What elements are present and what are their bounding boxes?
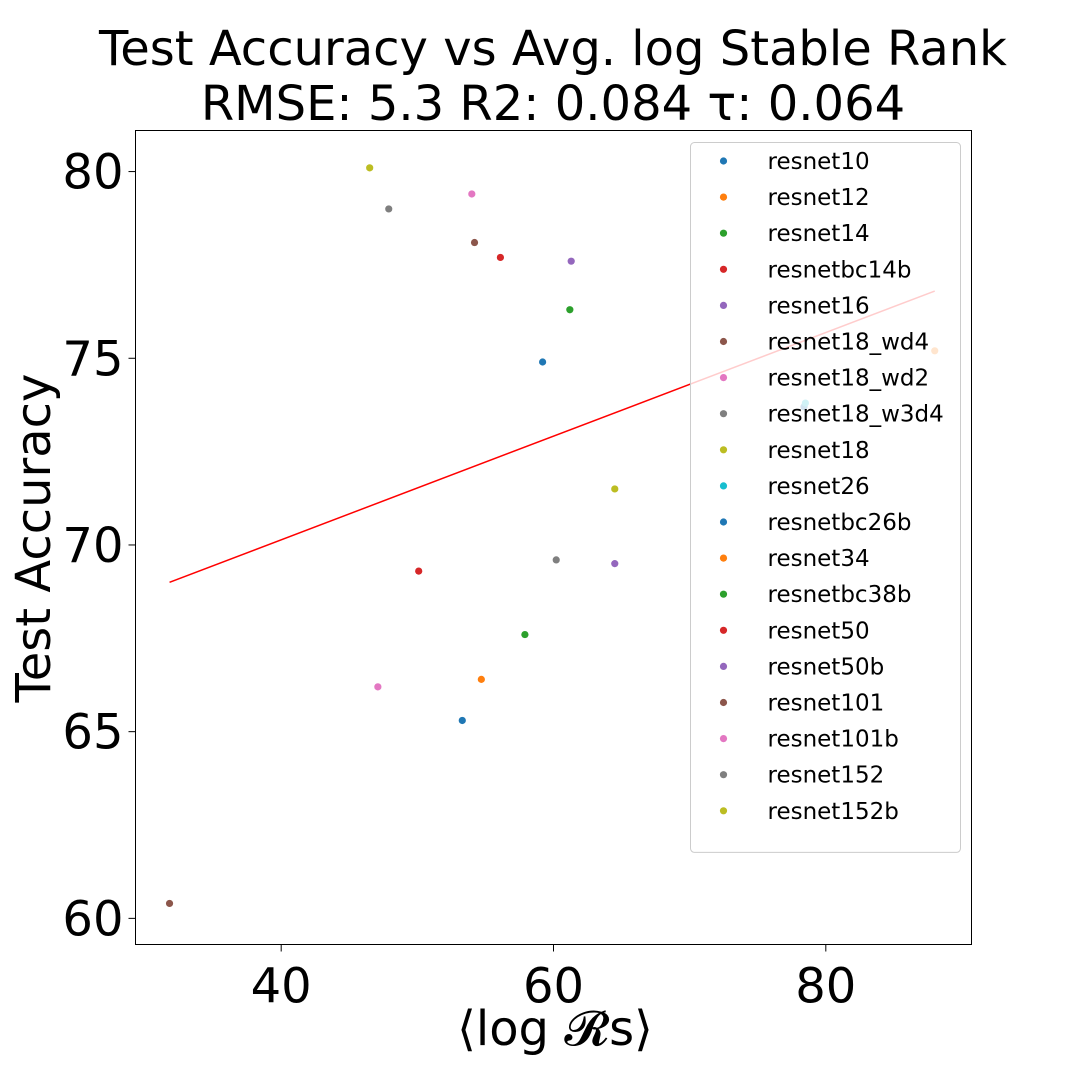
legend-label-resnet12: resnet12 — [768, 185, 870, 211]
point-resnetbc26b-2 — [458, 716, 466, 725]
point-resnet18 — [366, 164, 374, 172]
y-tick-label: 65 — [62, 705, 123, 761]
legend-marker-resnet152b — [719, 807, 728, 815]
legend-label-resnetbc38b: resnetbc38b — [768, 582, 912, 608]
y-tick-label: 75 — [62, 331, 123, 387]
x-axis: 40 60 80 — [251, 944, 856, 1015]
legend-marker-resnet50 — [719, 626, 728, 634]
point-resnetbc26b-1 — [539, 358, 547, 366]
legend-label-resnet152b: resnet152b — [768, 799, 899, 825]
legend-box — [690, 142, 961, 853]
chart-subtitle: RMSE: 5.3 R2: 0.084 τ: 0.064 — [201, 76, 905, 132]
y-tick-label: 60 — [62, 891, 123, 947]
legend-label-resnet34: resnet34 — [768, 546, 870, 572]
legend-marker-resnet101 — [719, 698, 728, 707]
point-resnet18_wd4 — [470, 238, 479, 247]
point-resnetbc14b — [496, 253, 504, 262]
legend-label-resnet101b: resnet101b — [768, 727, 899, 753]
legend-label-resnet50: resnet50 — [768, 618, 870, 644]
legend-label-resnet18_wd2: resnet18_wd2 — [768, 366, 930, 392]
x-tick-label: 80 — [795, 959, 856, 1015]
legend-label-resnet26: resnet26 — [768, 474, 870, 500]
legend-marker-resnet34 — [719, 554, 728, 562]
legend-label-resnet50b: resnet50b — [768, 654, 885, 680]
legend-label-resnet10: resnet10 — [768, 149, 870, 175]
legend-marker-resnet18_wd2 — [719, 374, 728, 382]
y-tick-label: 70 — [62, 518, 123, 574]
y-axis-label: Test Accuracy — [6, 374, 62, 704]
legend-marker-resnet16 — [719, 301, 728, 309]
legend-label-resnet14: resnet14 — [768, 221, 870, 247]
point-resnetbc38b — [521, 630, 529, 639]
point-resnet152b — [611, 485, 619, 493]
legend-label-resnetbc14b: resnetbc14b — [768, 257, 912, 283]
legend-marker-resnet18_w3d4 — [719, 410, 728, 418]
legend-label-resnet152: resnet152 — [768, 763, 885, 789]
legend-marker-resnetbc26b — [719, 518, 728, 526]
point-resnet34 — [477, 675, 485, 683]
legend-label-resnet18_w3d4: resnet18_w3d4 — [768, 402, 944, 428]
legend-marker-resnet18_wd4 — [719, 337, 728, 346]
legend-marker-resnetbc38b — [719, 590, 728, 598]
legend-marker-resnet152 — [719, 771, 728, 779]
legend-label-resnetbc26b: resnetbc26b — [768, 510, 912, 536]
y-tick-label: 80 — [62, 145, 123, 201]
legend: resnet10 resnet12 resnet14 resnetbc14b resne… — [690, 142, 961, 853]
point-resnet18_w3d4 — [385, 205, 393, 213]
x-tick-label: 40 — [251, 959, 312, 1015]
legend-marker-resnet26 — [719, 482, 728, 490]
legend-label-resnet18_wd4: resnet18_wd4 — [768, 330, 930, 356]
chart-title: Test Accuracy vs Avg. log Stable Rank — [98, 21, 1007, 77]
legend-marker-resnet50b — [719, 662, 728, 671]
legend-label-resnet16: resnet16 — [768, 293, 870, 319]
y-axis: 60 65 70 75 80 — [62, 145, 136, 947]
legend-marker-resnet12 — [719, 193, 728, 201]
legend-marker-resnet10 — [719, 157, 728, 165]
x-axis-label: ⟨log 𝓡s⟩ — [457, 1001, 653, 1057]
legend-marker-resnetbc14b — [719, 265, 728, 273]
point-resnet50 — [415, 567, 423, 575]
legend-marker-resnet18 — [719, 446, 728, 454]
point-resnet152 — [552, 556, 560, 564]
point-resnet101 — [165, 899, 174, 908]
point-resnet50b — [611, 560, 619, 568]
point-resnet18_wd2 — [468, 190, 476, 198]
legend-label-resnet101: resnet101 — [768, 691, 885, 717]
point-resnet14 — [566, 306, 574, 314]
legend-marker-resnet14 — [719, 229, 728, 237]
x-tick-label: 60 — [523, 959, 584, 1015]
point-resnet101b — [374, 683, 382, 691]
point-resnet16 — [567, 257, 575, 265]
legend-label-resnet18: resnet18 — [768, 438, 870, 464]
legend-marker-resnet101b — [719, 735, 728, 743]
